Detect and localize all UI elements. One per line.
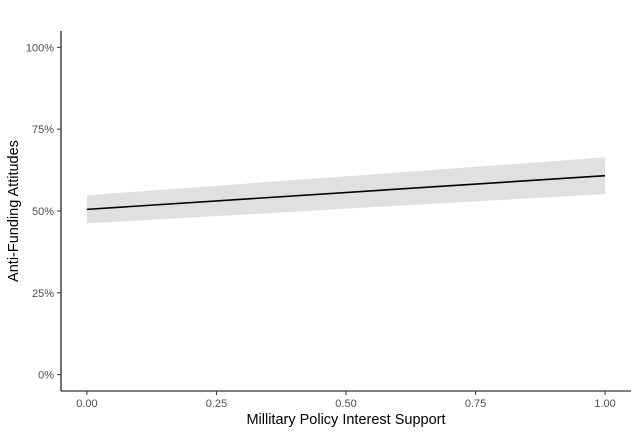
y-axis-title: Anti-Funding Attitudes [6, 140, 22, 282]
x-axis-title: Millitary Policy Interest Support [246, 412, 445, 428]
y-tick-label: 100% [26, 42, 54, 54]
x-tick-label: 0.25 [206, 398, 227, 410]
y-tick-label: 25% [32, 288, 54, 300]
confidence-ribbon [86, 157, 606, 224]
y-tick-label: 75% [32, 124, 54, 136]
x-tick-label: 0.50 [335, 398, 356, 410]
y-tick-label: 50% [32, 206, 54, 218]
y-tick-label: 0% [38, 370, 54, 382]
plot-area [86, 157, 606, 224]
series-line [86, 174, 606, 211]
x-tick-label: 1.00 [594, 398, 615, 410]
axes: 0.00 0.25 0.50 0.75 1.00 0% 25% 50% 75% 100% [26, 31, 631, 410]
x-tick-label: 0.00 [76, 398, 97, 410]
x-tick-label: 0.75 [465, 398, 486, 410]
